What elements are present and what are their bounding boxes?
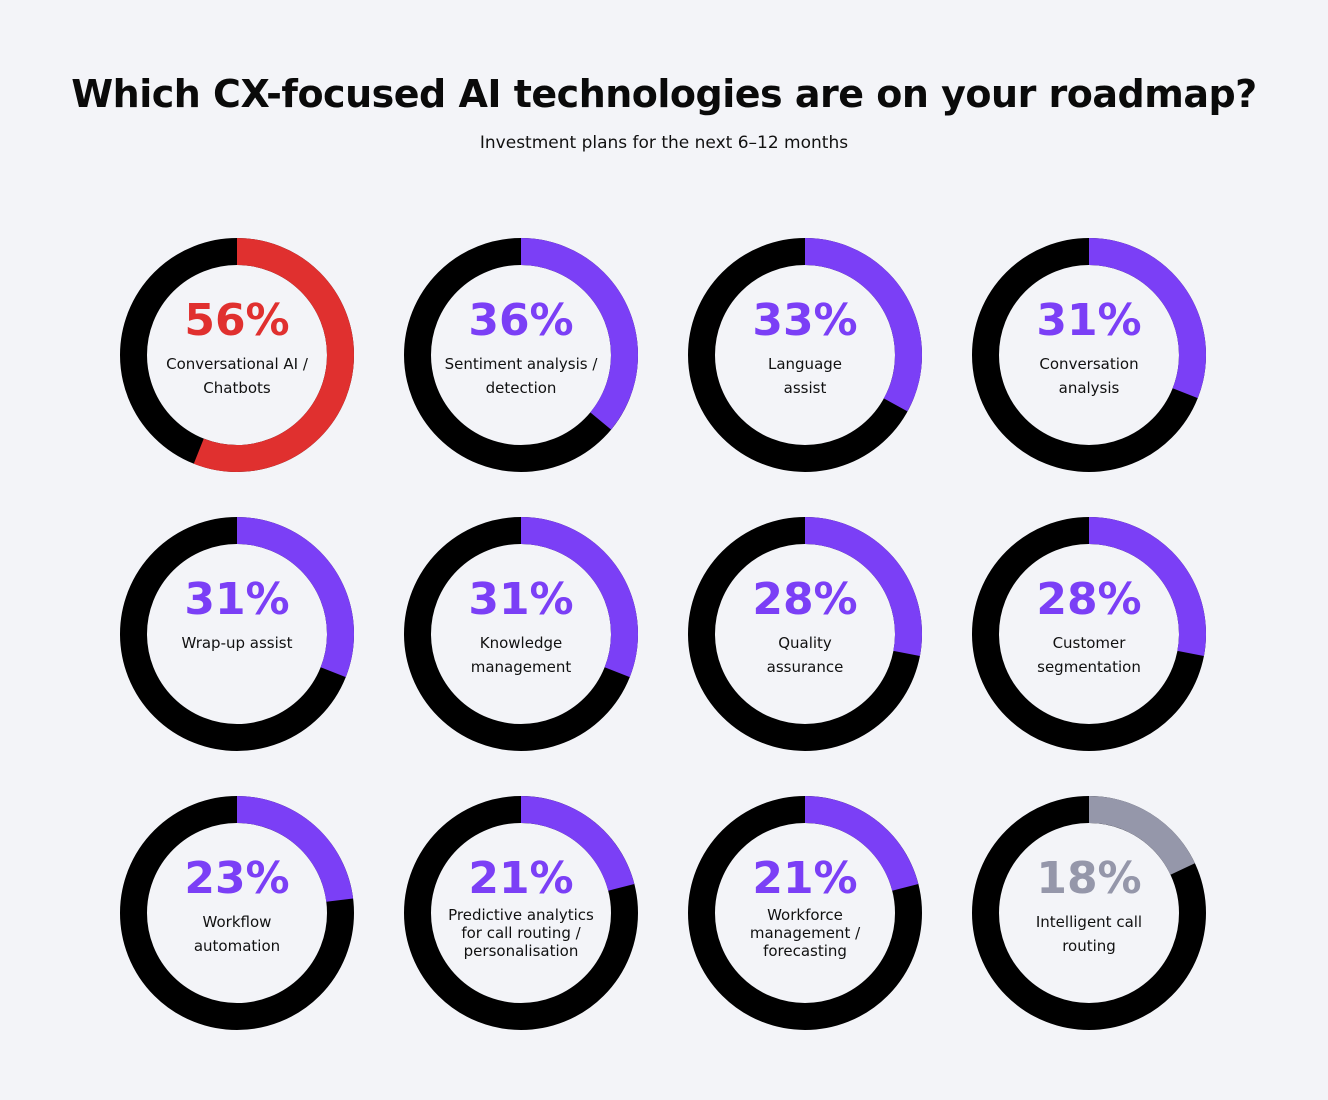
donut-arc	[404, 517, 638, 751]
value-label: 21%	[752, 853, 858, 904]
donut	[404, 517, 638, 751]
donut-chart: 31% Conversation analysis	[969, 235, 1209, 475]
category-label: Customer segmentation	[1037, 634, 1141, 676]
category-label: Intelligent call routing	[1035, 913, 1143, 955]
category-label: Quality assurance	[766, 634, 844, 676]
donut-arc	[972, 238, 1206, 472]
category-label: Workforce management / forecasting	[749, 906, 861, 960]
donut-arc	[972, 517, 1206, 751]
category-label: Language assist	[767, 355, 843, 397]
value-label: 18%	[1036, 853, 1142, 904]
donut-chart: 33% Language assist	[685, 235, 925, 475]
value-label: 31%	[468, 574, 574, 625]
donut	[404, 238, 638, 472]
donut	[972, 517, 1206, 751]
donut-chart: 36% Sentiment analysis / detection	[401, 235, 641, 475]
donut-chart: 31% Knowledge management	[401, 514, 641, 754]
donut-chart: 21% Predictive analytics for call routing…	[401, 793, 641, 1033]
value-label: 33%	[752, 295, 858, 346]
donut-arc	[404, 238, 638, 472]
donut	[972, 796, 1206, 1030]
value-label: 28%	[752, 574, 858, 625]
donut-chart: 21% Workforce management / forecasting	[685, 793, 925, 1033]
value-label: 23%	[184, 853, 290, 904]
donut-arc	[688, 238, 922, 472]
category-label: Predictive analytics for call routing / …	[448, 906, 594, 960]
value-label: 56%	[184, 295, 290, 346]
donut	[120, 517, 354, 751]
category-label: Conversation analysis	[1039, 355, 1139, 397]
donut-chart: 23% Workflow automation	[117, 793, 357, 1033]
donut-arc	[120, 796, 354, 1030]
donut	[120, 796, 354, 1030]
title: Which CX-focused AI technologies are on …	[71, 72, 1257, 116]
subtitle: Investment plans for the next 6–12 month…	[479, 133, 849, 153]
donut-chart: 31% Wrap-up assist	[117, 514, 357, 754]
category-label: Workflow automation	[193, 913, 281, 955]
donut-chart: 28% Quality assurance	[685, 514, 925, 754]
value-label: 31%	[1036, 295, 1142, 346]
donut-arc	[404, 796, 638, 1030]
donut	[404, 796, 638, 1030]
donut-arc	[688, 796, 922, 1030]
category-label: Wrap-up assist	[181, 634, 293, 652]
category-label: Sentiment analysis / detection	[444, 355, 598, 397]
donut-arc	[120, 238, 354, 472]
donut	[688, 796, 922, 1030]
value-label: 21%	[468, 853, 574, 904]
donut-arc	[120, 517, 354, 751]
category-label: Conversational AI / Chatbots	[166, 355, 308, 397]
category-label: Knowledge management	[470, 634, 572, 676]
donut-chart: 56% Conversational AI / Chatbots	[117, 235, 357, 475]
donut	[972, 238, 1206, 472]
donut-arc	[972, 796, 1206, 1030]
value-label: 28%	[1036, 574, 1142, 625]
value-label: 31%	[184, 574, 290, 625]
donut	[688, 238, 922, 472]
donut	[688, 517, 922, 751]
donut-chart: 28% Customer segmentation	[969, 514, 1209, 754]
donut-arc	[688, 517, 922, 751]
value-label: 36%	[468, 295, 574, 346]
donut-chart: 18% Intelligent call routing	[969, 793, 1209, 1033]
donut	[120, 238, 354, 472]
